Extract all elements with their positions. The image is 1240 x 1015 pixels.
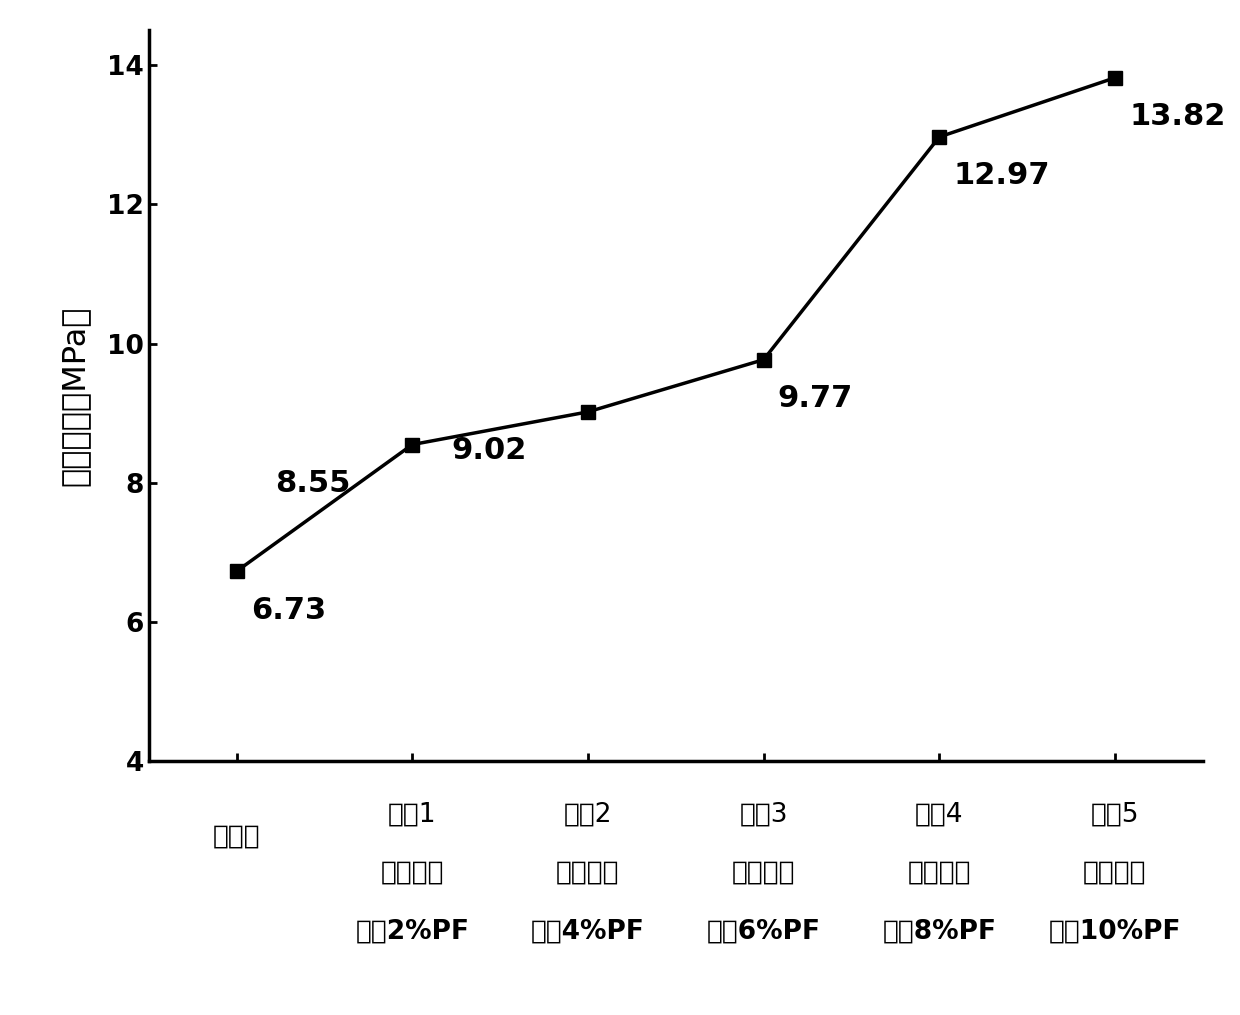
Text: 9.02: 9.02 <box>451 436 527 465</box>
Text: 12.97: 12.97 <box>954 161 1050 190</box>
Text: 试样3: 试样3 <box>739 802 787 827</box>
Text: 试样2: 试样2 <box>564 802 613 827</box>
Y-axis label: 抗弯强度（MPa）: 抗弯强度（MPa） <box>60 306 91 486</box>
Text: 占比8%PF: 占比8%PF <box>883 919 996 944</box>
Text: 8.55: 8.55 <box>275 469 351 498</box>
Text: 添加质量: 添加质量 <box>557 860 620 886</box>
Text: 添加质量: 添加质量 <box>732 860 795 886</box>
Text: 添加质量: 添加质量 <box>381 860 444 886</box>
Text: 原始样: 原始样 <box>213 823 260 850</box>
Text: 占比2%PF: 占比2%PF <box>356 919 469 944</box>
Text: 13.82: 13.82 <box>1128 103 1225 131</box>
Text: 6.73: 6.73 <box>250 596 326 624</box>
Text: 占比10%PF: 占比10%PF <box>1049 919 1182 944</box>
Text: 占比4%PF: 占比4%PF <box>531 919 645 944</box>
Text: 添加质量: 添加质量 <box>1084 860 1147 886</box>
Text: 试样4: 试样4 <box>915 802 963 827</box>
Text: 添加质量: 添加质量 <box>908 860 971 886</box>
Text: 试样1: 试样1 <box>388 802 436 827</box>
Text: 占比6%PF: 占比6%PF <box>707 919 821 944</box>
Text: 试样5: 试样5 <box>1091 802 1140 827</box>
Text: 9.77: 9.77 <box>777 384 853 413</box>
